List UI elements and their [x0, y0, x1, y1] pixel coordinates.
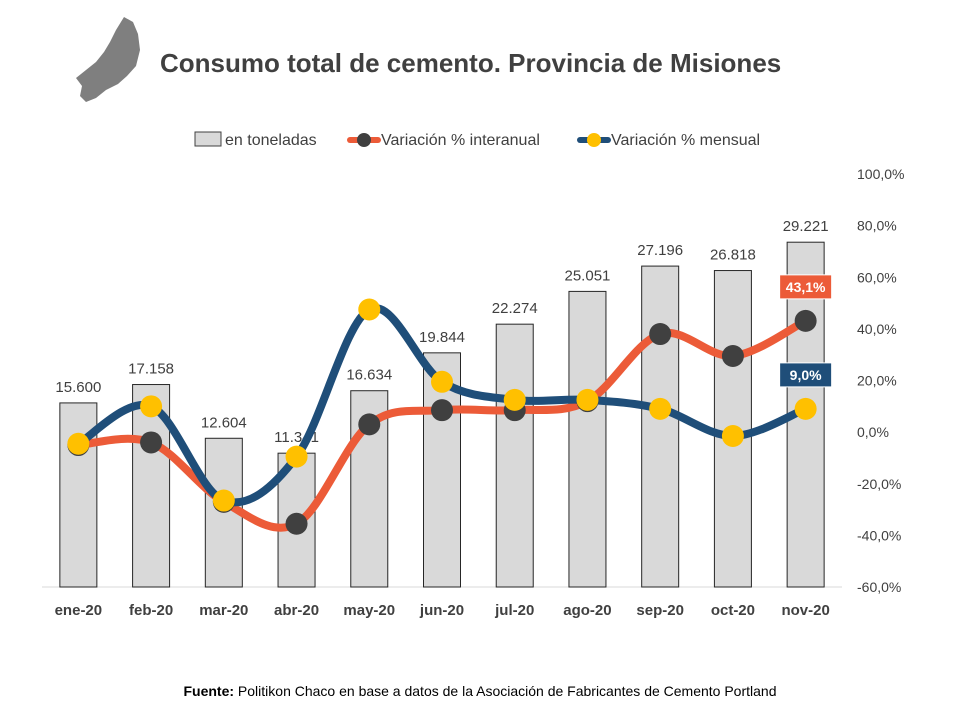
legend-label-interanual: Variación % interanual: [381, 132, 540, 149]
callout-label-mensual: 9,0%: [790, 367, 822, 383]
x-tick-label: sep-20: [636, 602, 684, 619]
legend-label-mensual: Variación % mensual: [611, 132, 760, 149]
legend-label-bars: en toneladas: [225, 132, 317, 149]
y-right-tick-label: 40,0%: [857, 321, 897, 337]
bar-value-label: 26.818: [710, 247, 756, 264]
source-note: Fuente: Politikon Chaco en base a datos …: [0, 683, 960, 699]
bar-ago-20: [568, 290, 607, 588]
marker-interanual: [431, 399, 453, 422]
y-right-tick-label: -40,0%: [857, 527, 901, 543]
marker-mensual: [794, 397, 817, 420]
marker-mensual: [285, 445, 308, 468]
bar-value-label: 22.274: [492, 300, 538, 317]
marker-interanual: [794, 309, 817, 332]
bar-sep-20: [641, 265, 680, 588]
y-right-tick-label: 60,0%: [857, 269, 897, 285]
y-right-tick-label: 80,0%: [857, 218, 897, 234]
x-tick-label: jun-20: [419, 602, 464, 619]
chart-title: Consumo total de cemento. Provincia de M…: [160, 48, 781, 78]
x-tick-label: nov-20: [781, 602, 829, 619]
bar-value-label: 25.051: [565, 267, 611, 284]
marker-mensual: [721, 424, 744, 447]
marker-mensual: [67, 432, 90, 455]
callout-label-interanual: 43,1%: [786, 279, 826, 295]
marker-mensual: [358, 298, 381, 321]
y-right-tick-label: 0,0%: [857, 424, 889, 440]
marker-mensual: [431, 370, 453, 393]
bar-value-label: 27.196: [637, 242, 683, 259]
misiones-province-map-icon: [76, 17, 140, 102]
x-tick-label: jul-20: [494, 602, 534, 619]
bar-value-label: 15.600: [55, 379, 101, 396]
x-tick-label: ene-20: [55, 602, 103, 619]
bar-value-label: 29.221: [783, 218, 829, 235]
x-tick-label: oct-20: [711, 602, 755, 619]
marker-mensual: [140, 395, 163, 418]
y-right-tick-label: 100,0%: [857, 166, 904, 182]
marker-interanual: [721, 344, 744, 367]
source-label: Fuente:: [183, 683, 235, 699]
x-tick-label: may-20: [343, 602, 395, 619]
x-tick-label: feb-20: [129, 602, 173, 619]
source-text: Politikon Chaco en base a datos de la As…: [234, 683, 777, 699]
legend-swatch-mensual-marker: [587, 133, 601, 147]
y-right-tick-label: 20,0%: [857, 373, 897, 389]
marker-interanual: [358, 413, 381, 436]
marker-mensual: [503, 388, 526, 411]
y-right-tick-label: -60,0%: [857, 579, 901, 595]
legend: en toneladas Variación % interanual Vari…: [194, 131, 760, 149]
bar-value-label: 12.604: [201, 414, 247, 431]
marker-mensual: [649, 397, 672, 420]
callout-box-interanual: [779, 274, 833, 300]
bar-value-label: 19.844: [419, 329, 465, 346]
axes-layer: ene-20 feb-20 mar-20 abr-20 may-20 jun-20 jul-…: [55, 166, 905, 619]
marker-interanual: [140, 431, 163, 454]
x-tick-label: abr-20: [274, 602, 319, 619]
bar-value-label: 17.158: [128, 361, 174, 378]
legend-swatch-interanual-marker: [357, 133, 371, 147]
marker-mensual: [576, 388, 599, 411]
legend-swatch-bars: [194, 131, 222, 147]
lines-layer: 43,1% 9,0%: [67, 274, 833, 535]
x-tick-label: ago-20: [563, 602, 611, 619]
marker-interanual: [649, 323, 672, 346]
bar-value-label: 16.634: [346, 367, 392, 384]
callout-box-mensual: [779, 362, 833, 388]
y-right-tick-label: -20,0%: [857, 476, 901, 492]
marker-mensual: [212, 489, 235, 512]
marker-interanual: [285, 512, 308, 535]
bar-jul-20: [495, 323, 534, 588]
x-tick-label: mar-20: [199, 602, 248, 619]
